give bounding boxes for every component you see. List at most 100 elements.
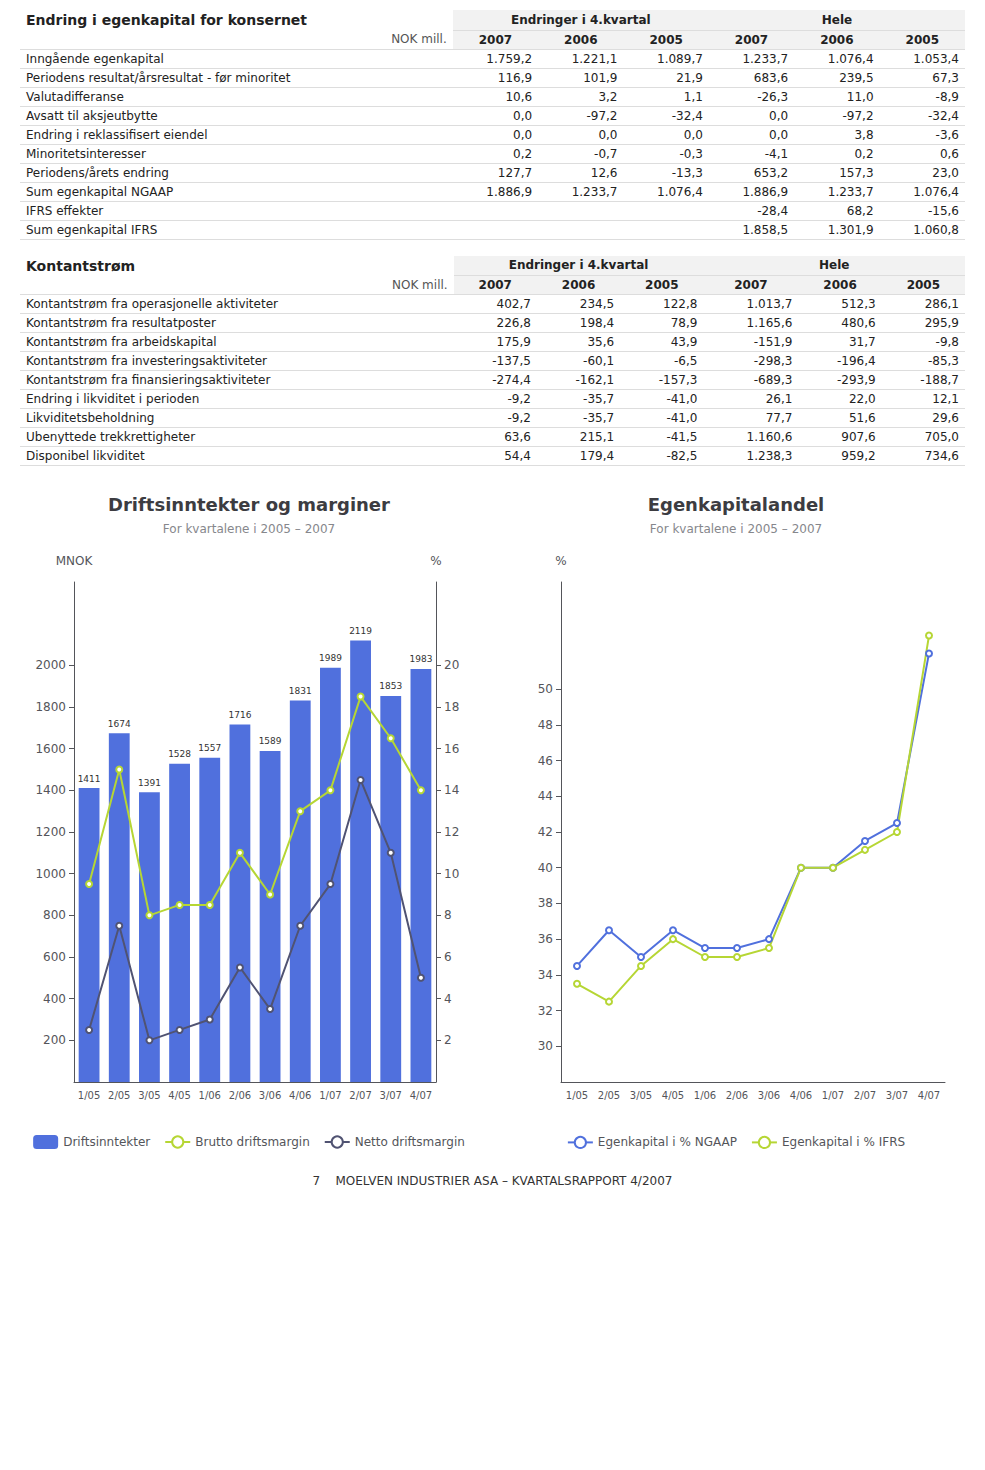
html-text:1.076,4: 1.076,4 bbox=[827, 51, 874, 66]
svg-text:6: 6 bbox=[444, 950, 452, 964]
svg-text:2: 2 bbox=[444, 1033, 452, 1047]
svg-text:1/05: 1/05 bbox=[78, 1090, 100, 1101]
svg-text:400: 400 bbox=[43, 992, 66, 1006]
svg-text:3/07: 3/07 bbox=[886, 1090, 908, 1101]
svg-text:1200: 1200 bbox=[35, 825, 66, 839]
svg-text:1983: 1983 bbox=[409, 654, 432, 664]
html-text:2006: 2006 bbox=[564, 32, 598, 47]
svg-text:18: 18 bbox=[444, 700, 459, 714]
svg-text:2/07: 2/07 bbox=[349, 1090, 371, 1101]
html-text:Kontantstrøm: Kontantstrøm bbox=[26, 257, 136, 274]
svg-text:4/05: 4/05 bbox=[662, 1090, 684, 1101]
svg-text:2/05: 2/05 bbox=[598, 1090, 620, 1101]
svg-text:42: 42 bbox=[538, 825, 553, 839]
svg-text:For kvartalene i 2005 – 2007: For kvartalene i 2005 – 2007 bbox=[650, 522, 822, 536]
html-text:1.221,1: 1.221,1 bbox=[571, 51, 618, 66]
svg-text:1/07: 1/07 bbox=[822, 1090, 844, 1101]
html-text:1.233,7: 1.233,7 bbox=[742, 51, 789, 66]
svg-text:1674: 1674 bbox=[108, 719, 131, 729]
svg-text:44: 44 bbox=[538, 789, 553, 803]
svg-text:1000: 1000 bbox=[35, 867, 66, 881]
html-text:2007: 2007 bbox=[478, 32, 513, 47]
svg-text:2/06: 2/06 bbox=[229, 1090, 251, 1101]
html-text:2006: 2006 bbox=[820, 32, 854, 47]
html-text:101,9: 101,9 bbox=[583, 70, 618, 85]
svg-text:For kvartalene i 2005 – 2007: For kvartalene i 2005 – 2007 bbox=[163, 522, 335, 536]
svg-text:200: 200 bbox=[43, 1033, 66, 1047]
html-text:Inngående egenkapital: Inngående egenkapital bbox=[26, 51, 164, 66]
svg-text:1/06: 1/06 bbox=[199, 1090, 221, 1101]
svg-text:600: 600 bbox=[43, 950, 66, 964]
html-text:Hele: Hele bbox=[821, 12, 853, 27]
svg-text:800: 800 bbox=[43, 908, 66, 922]
svg-text:10: 10 bbox=[444, 867, 459, 881]
svg-text:50: 50 bbox=[538, 682, 553, 696]
svg-text:4: 4 bbox=[444, 992, 452, 1006]
svg-text:2/06: 2/06 bbox=[726, 1090, 748, 1101]
svg-text:4/06: 4/06 bbox=[289, 1090, 311, 1101]
svg-text:38: 38 bbox=[538, 896, 553, 910]
svg-text:4/07: 4/07 bbox=[918, 1090, 940, 1101]
svg-text:%: % bbox=[430, 554, 441, 568]
svg-text:1/06: 1/06 bbox=[694, 1090, 716, 1101]
svg-text:32: 32 bbox=[538, 1004, 553, 1018]
svg-text:36: 36 bbox=[538, 932, 553, 946]
svg-text:34: 34 bbox=[538, 968, 553, 982]
svg-text:12: 12 bbox=[444, 825, 459, 839]
svg-text:1853: 1853 bbox=[379, 681, 402, 691]
svg-text:20: 20 bbox=[444, 658, 459, 672]
html-text:2007: 2007 bbox=[734, 32, 769, 47]
svg-text:1528: 1528 bbox=[168, 749, 191, 759]
svg-text:Driftsinntekter: Driftsinntekter bbox=[63, 1135, 150, 1149]
svg-text:1716: 1716 bbox=[228, 710, 251, 720]
svg-text:%: % bbox=[555, 554, 566, 568]
svg-text:1/07: 1/07 bbox=[319, 1090, 341, 1101]
svg-text:1/05: 1/05 bbox=[566, 1090, 588, 1101]
svg-text:1557: 1557 bbox=[198, 743, 221, 753]
html-text:116,9: 116,9 bbox=[497, 70, 533, 85]
svg-text:14: 14 bbox=[444, 783, 459, 797]
html-text:NOK mill.: NOK mill. bbox=[391, 32, 447, 47]
html-text:1.053,4: 1.053,4 bbox=[913, 51, 959, 66]
svg-text:1831: 1831 bbox=[289, 686, 312, 696]
html-text:Endring i egenkapital for kons: Endring i egenkapital for konsernet bbox=[26, 12, 308, 28]
svg-text:40: 40 bbox=[538, 861, 553, 875]
svg-text:1989: 1989 bbox=[319, 653, 342, 663]
svg-text:2000: 2000 bbox=[35, 658, 66, 672]
svg-text:4/07: 4/07 bbox=[410, 1090, 432, 1101]
svg-text:3/05: 3/05 bbox=[630, 1090, 652, 1101]
html-text:1.089,7: 1.089,7 bbox=[657, 51, 703, 66]
svg-text:2/07: 2/07 bbox=[854, 1090, 876, 1101]
html-text:2005: 2005 bbox=[649, 32, 683, 47]
html-text:2005: 2005 bbox=[905, 32, 939, 47]
svg-text:Brutto driftsmargin: Brutto driftsmargin bbox=[195, 1135, 310, 1149]
svg-text:8: 8 bbox=[444, 908, 452, 922]
svg-text:1411: 1411 bbox=[78, 774, 101, 784]
svg-text:4/05: 4/05 bbox=[168, 1090, 190, 1101]
svg-text:1400: 1400 bbox=[35, 783, 66, 797]
html-text:Endringer i 4.kvartal: Endringer i 4.kvartal bbox=[511, 12, 651, 27]
svg-text:Egenkapital i % IFRS: Egenkapital i % IFRS bbox=[782, 1135, 905, 1149]
svg-text:3/07: 3/07 bbox=[380, 1090, 402, 1101]
svg-text:2119: 2119 bbox=[349, 626, 372, 636]
svg-text:1800: 1800 bbox=[35, 700, 66, 714]
svg-text:2/05: 2/05 bbox=[108, 1090, 130, 1101]
svg-text:Egenkapital i % NGAAP: Egenkapital i % NGAAP bbox=[598, 1135, 737, 1149]
svg-text:3/06: 3/06 bbox=[259, 1090, 281, 1101]
svg-text:30: 30 bbox=[538, 1039, 553, 1053]
svg-text:3/05: 3/05 bbox=[138, 1090, 160, 1101]
svg-text:3/06: 3/06 bbox=[758, 1090, 780, 1101]
svg-text:46: 46 bbox=[538, 754, 553, 768]
svg-text:1600: 1600 bbox=[35, 742, 66, 756]
svg-text:48: 48 bbox=[538, 718, 553, 732]
html-text:1.759,2: 1.759,2 bbox=[486, 51, 533, 66]
svg-text:MNOK: MNOK bbox=[56, 554, 94, 568]
svg-text:4/06: 4/06 bbox=[790, 1090, 812, 1101]
svg-text:1391: 1391 bbox=[138, 778, 161, 788]
svg-text:Egenkapitalandel: Egenkapitalandel bbox=[648, 494, 825, 515]
svg-text:Driftsinntekter og marginer: Driftsinntekter og marginer bbox=[108, 494, 390, 515]
svg-text:1589: 1589 bbox=[259, 736, 282, 746]
svg-text:Netto driftsmargin: Netto driftsmargin bbox=[355, 1135, 465, 1149]
svg-text:16: 16 bbox=[444, 742, 459, 756]
html-text:Periodens resultat/årsresultat: Periodens resultat/årsresultat - før min… bbox=[26, 70, 291, 85]
